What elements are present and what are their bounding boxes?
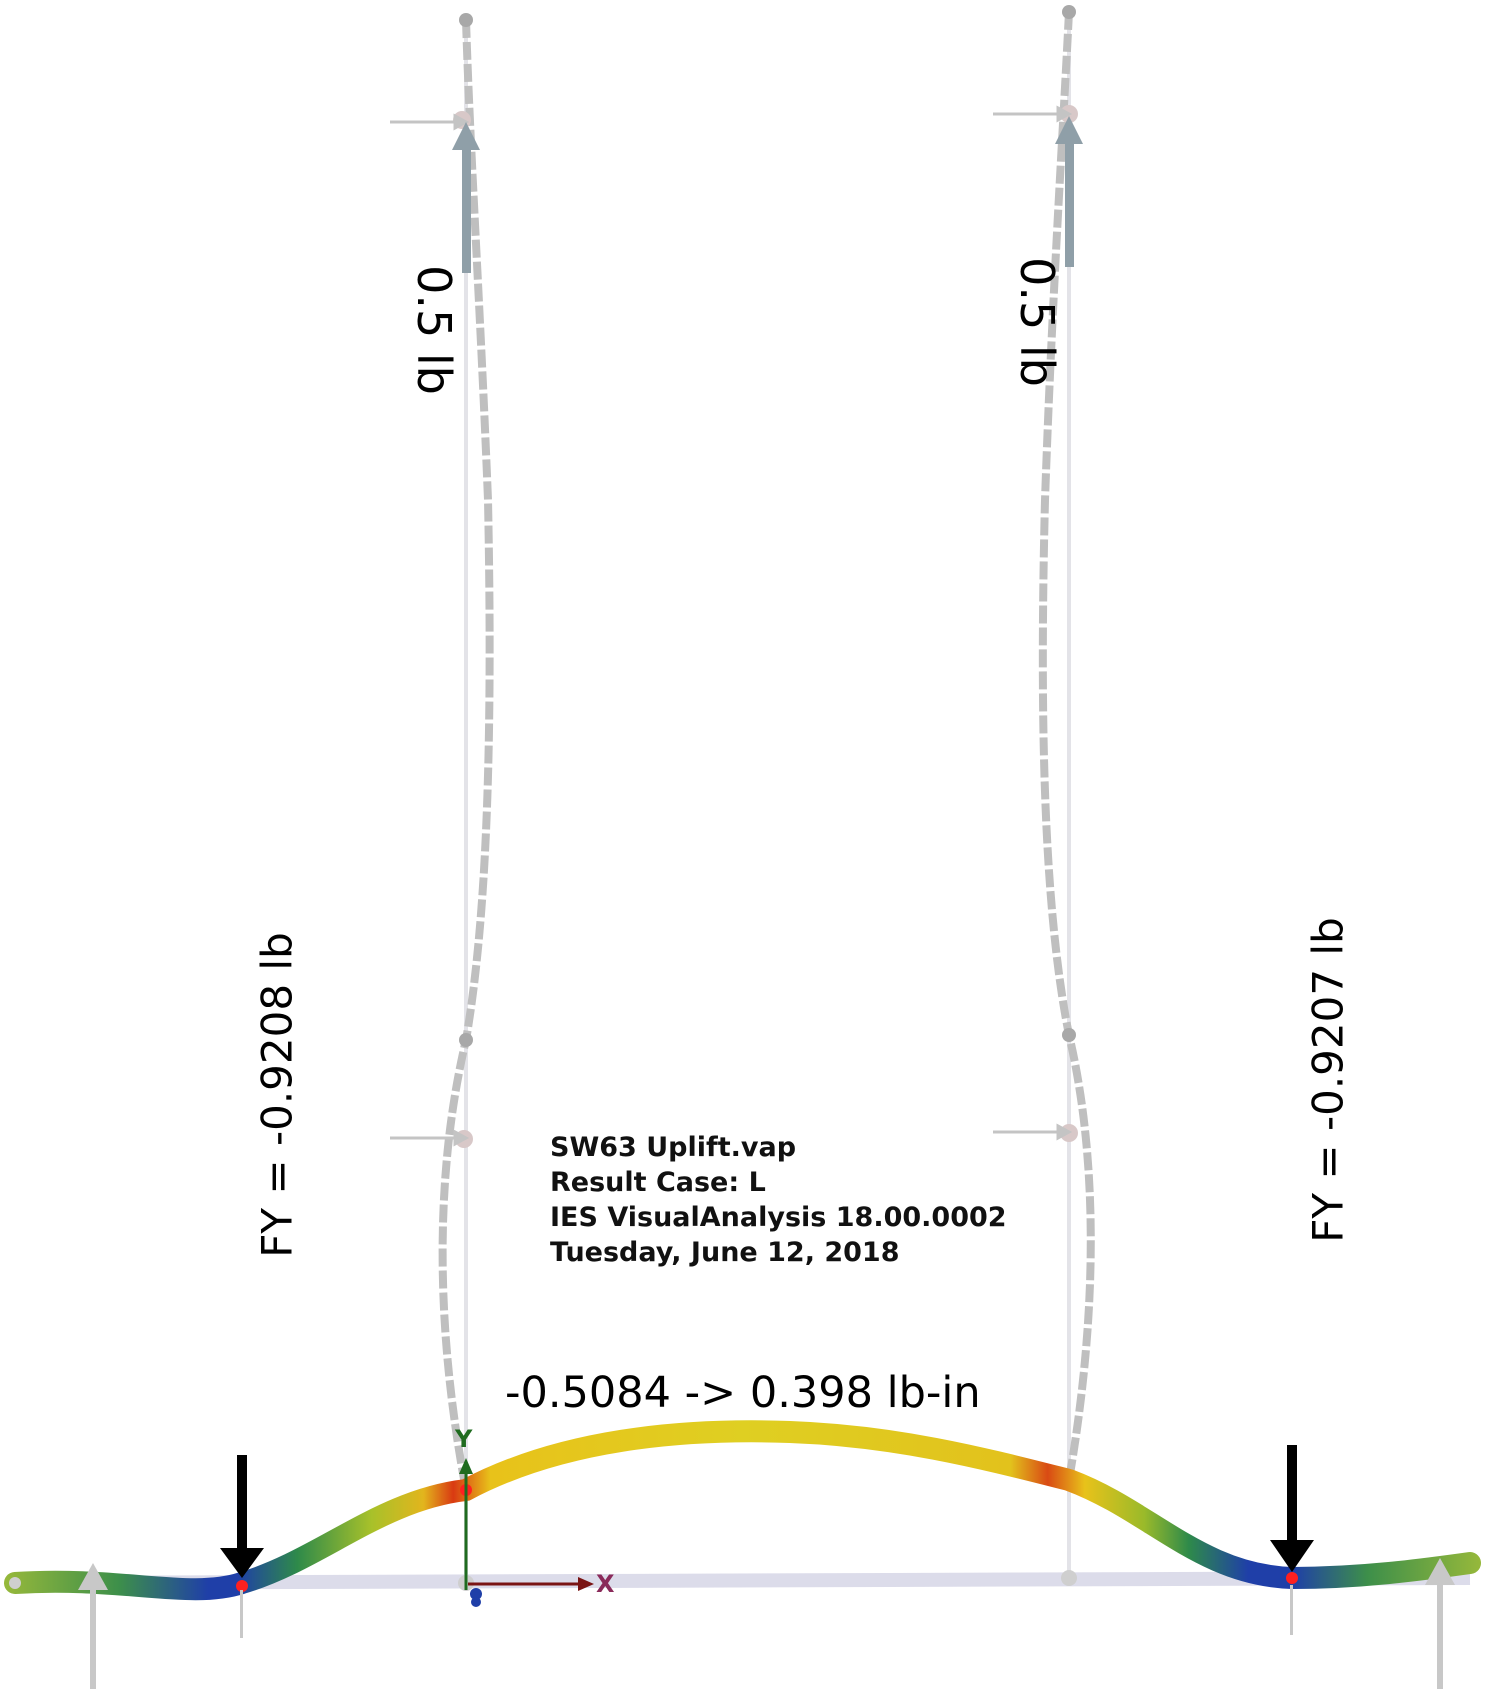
- post-uplift-arrows: [452, 116, 1083, 273]
- right-post-load-label: 0.5 lb: [1010, 257, 1064, 387]
- right-post-top-node: [1062, 5, 1076, 19]
- model-info-block: SW63 Uplift.vap Result Case: L IES Visua…: [550, 1130, 1007, 1270]
- x-axis-label: X: [596, 1570, 615, 1598]
- support-reaction-arrows: [78, 1558, 1455, 1689]
- beam-node-right-support: [1286, 1572, 1298, 1584]
- beam-node-left-support: [236, 1580, 248, 1592]
- coordinate-axes: [459, 1458, 594, 1607]
- model-software: IES VisualAnalysis 18.00.0002: [550, 1202, 1007, 1233]
- model-filename: SW63 Uplift.vap: [550, 1132, 797, 1163]
- y-axis-label: Y: [455, 1425, 473, 1453]
- moment-range-label: -0.5084 -> 0.398 lb-in: [505, 1368, 981, 1418]
- left-reaction-label: FY = -0.9208 lb: [252, 932, 302, 1258]
- deformed-left-post: [438, 19, 494, 1491]
- model-result-case: Result Case: L: [550, 1167, 766, 1198]
- downward-load-arrows: [220, 1445, 1314, 1578]
- beam-end-left: [9, 1577, 21, 1589]
- right-reaction-label: FY = -0.9207 lb: [1303, 917, 1353, 1243]
- right-post-base-node: [1061, 1570, 1077, 1586]
- deformed-right-post: [1038, 11, 1095, 1481]
- right-post-mid-node: [1062, 1028, 1076, 1042]
- left-post-load-label: 0.5 lb: [407, 265, 461, 395]
- horizontal-load-arrows: [390, 105, 1073, 1147]
- left-post-mid-node: [459, 1033, 473, 1047]
- model-date: Tuesday, June 12, 2018: [550, 1237, 900, 1268]
- left-post-top-node: [459, 13, 473, 27]
